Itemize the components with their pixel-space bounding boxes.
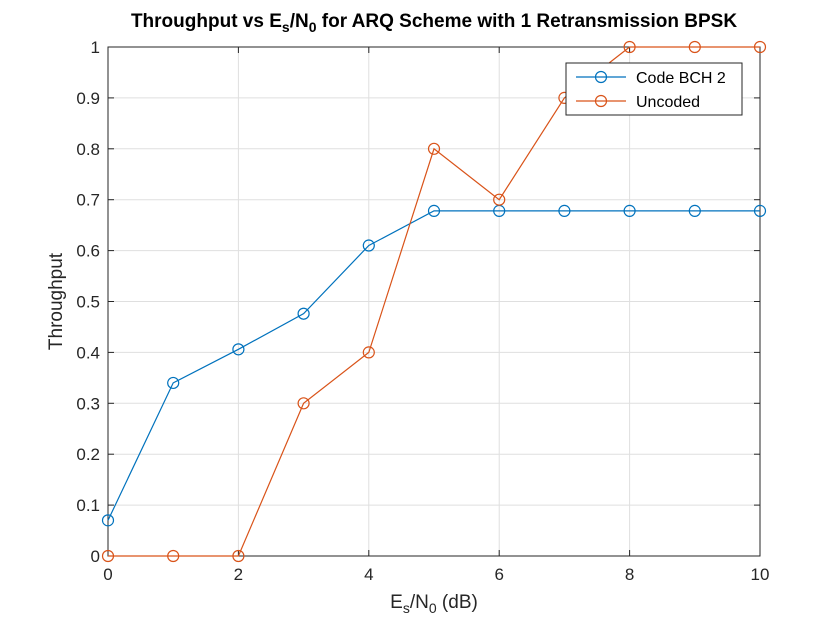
y-tick-label: 1 <box>91 38 100 57</box>
x-tick-label: 6 <box>494 565 503 584</box>
data-point <box>493 193 506 206</box>
chart-title: Throughput vs Es/N0 for ARQ Scheme with … <box>131 11 737 35</box>
x-axis-label: Es/N0 (dB) <box>390 592 478 616</box>
data-point <box>688 40 701 54</box>
y-tick-label: 0.3 <box>76 394 100 413</box>
y-tick-label: 0.1 <box>76 496 100 515</box>
legend-item: Code BCH 2 <box>576 70 726 87</box>
legend-marker <box>594 70 608 84</box>
data-point <box>623 40 636 54</box>
x-tick-label: 0 <box>103 565 112 584</box>
legend-label: Code BCH 2 <box>636 70 726 87</box>
data-point <box>688 204 701 217</box>
y-tick-label: 0.8 <box>76 140 100 159</box>
data-point <box>101 514 115 527</box>
y-tick-label: 0.2 <box>76 445 100 464</box>
data-point <box>427 142 441 155</box>
data-point <box>101 549 115 563</box>
data-point <box>232 343 245 356</box>
series-layer <box>101 40 767 563</box>
series-line <box>108 46 760 557</box>
y-tick-label: 0.7 <box>76 191 100 210</box>
data-point <box>427 204 441 217</box>
series-1 <box>101 204 767 527</box>
x-tick-label: 10 <box>751 565 770 584</box>
data-point <box>297 397 310 410</box>
y-tick-label: 0.5 <box>76 293 100 312</box>
y-tick-label: 0.4 <box>76 343 100 362</box>
x-tick-label: 2 <box>234 565 243 584</box>
legend: Code BCH 2 Uncoded <box>565 62 743 116</box>
data-point <box>753 40 767 54</box>
y-tick-label: 0 <box>91 547 100 566</box>
y-axis-label: Throughput <box>46 252 67 350</box>
data-point <box>362 239 375 252</box>
legend-marker <box>594 94 608 108</box>
series-2 <box>101 40 767 563</box>
legend-box <box>565 62 743 116</box>
data-point <box>232 549 245 563</box>
axis-ticks: 0 2 4 6 8 10 0 0.1 0.2 0.3 0.4 0.5 0.6 0.7 0.8 0.9 1 <box>76 38 769 584</box>
grid <box>107 46 761 557</box>
data-point <box>167 376 180 390</box>
data-point <box>362 346 375 359</box>
x-tick-label: 8 <box>625 565 634 584</box>
data-point <box>297 307 310 320</box>
x-tick-label: 4 <box>364 565 373 584</box>
series-line <box>107 210 760 521</box>
data-point <box>623 204 636 217</box>
legend-item: Uncoded <box>576 94 700 111</box>
legend-label: Uncoded <box>636 94 700 111</box>
data-point <box>753 204 767 217</box>
data-point <box>167 549 180 563</box>
data-point <box>558 204 571 217</box>
y-tick-label: 0.9 <box>76 89 100 108</box>
y-tick-label: 0.6 <box>76 242 100 261</box>
